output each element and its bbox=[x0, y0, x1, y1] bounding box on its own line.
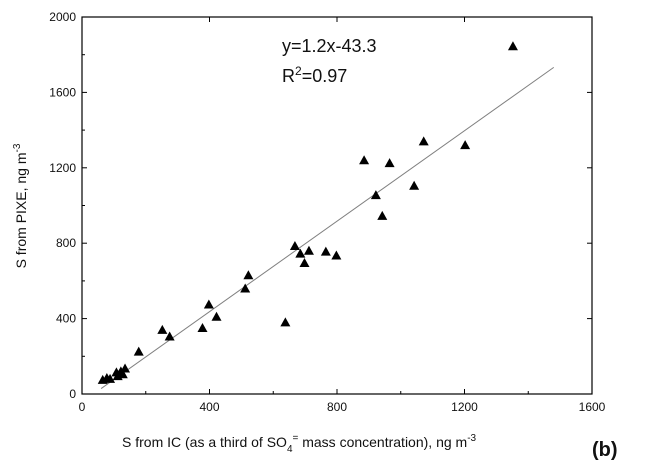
data-point bbox=[280, 317, 291, 327]
x-tick-label: 400 bbox=[199, 400, 219, 414]
y-tick-label: 1600 bbox=[49, 85, 76, 99]
data-point bbox=[409, 180, 420, 190]
panel-label: (b) bbox=[592, 439, 618, 461]
data-point bbox=[303, 245, 314, 255]
regression-line bbox=[100, 66, 555, 389]
r-squared-label: R2=0.97 bbox=[282, 64, 347, 86]
data-point bbox=[370, 190, 381, 200]
data-point bbox=[197, 323, 208, 333]
y-tick-label: 0 bbox=[69, 387, 76, 401]
data-point bbox=[320, 246, 331, 256]
y-tick-label: 800 bbox=[56, 236, 76, 250]
data-point bbox=[359, 155, 370, 165]
data-point bbox=[120, 363, 131, 373]
y-tick-label: 1200 bbox=[49, 161, 76, 175]
axis-ticks: 0 400 800 1200 1600 0 400 800 1200 1600 2000 bbox=[49, 10, 605, 414]
data-point bbox=[384, 158, 395, 168]
y-axis-label: S from PIXE, ng m-3 bbox=[12, 143, 29, 268]
x-tick-label: 1200 bbox=[451, 400, 478, 414]
x-axis-label: S from IC (as a third of SO4= mass conce… bbox=[122, 433, 477, 455]
data-points bbox=[97, 41, 518, 384]
data-point bbox=[377, 210, 388, 220]
data-point bbox=[133, 346, 144, 356]
data-point bbox=[418, 136, 429, 146]
data-point bbox=[164, 331, 175, 341]
data-point bbox=[203, 299, 214, 309]
x-tick-label: 0 bbox=[79, 400, 86, 414]
data-point bbox=[211, 311, 222, 321]
data-point bbox=[289, 241, 300, 251]
data-point bbox=[243, 270, 254, 280]
data-point bbox=[331, 250, 342, 260]
data-point bbox=[117, 369, 128, 379]
y-tick-label: 400 bbox=[56, 312, 76, 326]
data-point bbox=[157, 324, 168, 334]
data-point bbox=[295, 248, 306, 258]
data-point bbox=[460, 140, 471, 150]
data-point bbox=[240, 283, 251, 293]
data-point bbox=[105, 373, 116, 383]
y-tick-label: 2000 bbox=[49, 10, 76, 24]
data-point bbox=[299, 257, 310, 267]
data-point bbox=[507, 41, 518, 51]
x-tick-label: 1600 bbox=[579, 400, 606, 414]
regression-equation: y=1.2x-43.3 bbox=[282, 36, 377, 56]
x-tick-label: 800 bbox=[327, 400, 347, 414]
